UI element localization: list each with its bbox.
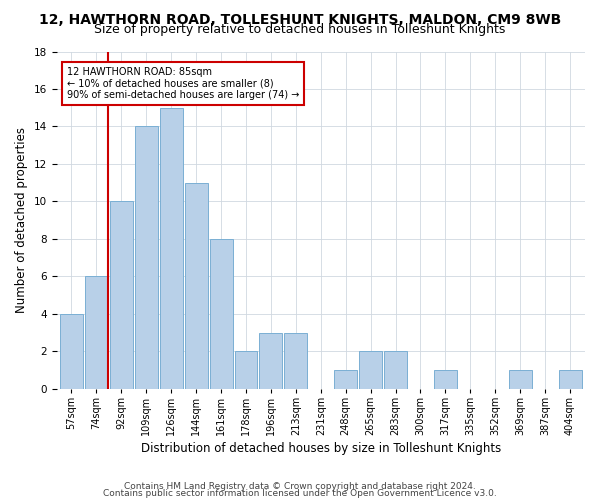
Bar [185, 182, 208, 388]
Y-axis label: Number of detached properties: Number of detached properties [15, 127, 28, 313]
Bar [135, 126, 158, 388]
Bar [434, 370, 457, 388]
Bar [60, 314, 83, 388]
Bar [85, 276, 108, 388]
Text: 12, HAWTHORN ROAD, TOLLESHUNT KNIGHTS, MALDON, CM9 8WB: 12, HAWTHORN ROAD, TOLLESHUNT KNIGHTS, M… [39, 12, 561, 26]
Bar [384, 352, 407, 389]
Bar [160, 108, 182, 388]
Bar [334, 370, 357, 388]
Text: Size of property relative to detached houses in Tolleshunt Knights: Size of property relative to detached ho… [94, 22, 506, 36]
Text: Contains public sector information licensed under the Open Government Licence v3: Contains public sector information licen… [103, 489, 497, 498]
Bar [509, 370, 532, 388]
Bar [110, 202, 133, 388]
Bar [284, 332, 307, 388]
Bar [209, 239, 233, 388]
Text: Contains HM Land Registry data © Crown copyright and database right 2024.: Contains HM Land Registry data © Crown c… [124, 482, 476, 491]
Bar [235, 352, 257, 389]
X-axis label: Distribution of detached houses by size in Tolleshunt Knights: Distribution of detached houses by size … [140, 442, 501, 455]
Bar [359, 352, 382, 389]
Bar [559, 370, 581, 388]
Bar [259, 332, 283, 388]
Text: 12 HAWTHORN ROAD: 85sqm
← 10% of detached houses are smaller (8)
90% of semi-det: 12 HAWTHORN ROAD: 85sqm ← 10% of detache… [67, 66, 299, 100]
